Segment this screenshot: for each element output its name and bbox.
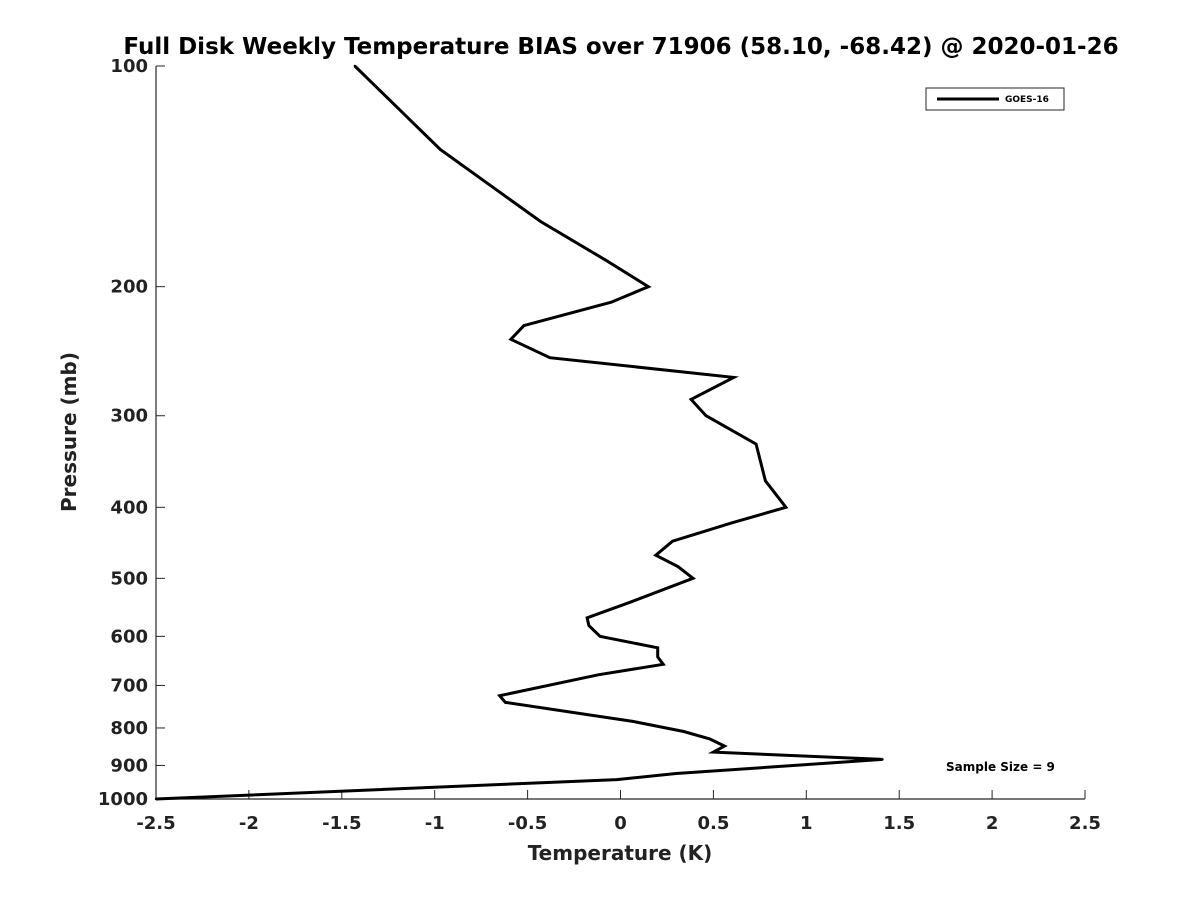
x-tick-label: -2	[239, 813, 259, 834]
y-axis-label: Pressure (mb)	[57, 352, 81, 512]
x-tick-label: 0.5	[697, 813, 729, 834]
data-point	[604, 258, 607, 262]
data-point	[691, 577, 695, 580]
data-point	[509, 338, 513, 341]
data-point	[548, 356, 552, 359]
y-tick-label: 1000	[98, 789, 148, 810]
x-tick-label: 0	[614, 813, 627, 834]
data-point	[881, 758, 884, 761]
data-point	[647, 285, 650, 288]
data-point	[784, 506, 788, 509]
y-tick-label: 900	[110, 755, 148, 776]
data-point	[654, 554, 657, 557]
data-point	[630, 600, 633, 603]
data-point	[439, 148, 442, 151]
data-point	[504, 701, 507, 704]
data-point	[598, 635, 602, 638]
x-tick-label: 2	[986, 813, 999, 834]
data-point	[712, 750, 715, 754]
y-ticks: 100 200 300 400 500 600 700 800 900 1000	[98, 56, 165, 810]
data-point	[676, 565, 680, 568]
data-point	[522, 324, 526, 327]
legend: GOES-16	[925, 87, 1065, 111]
data-point	[689, 398, 693, 401]
x-axis-label: Temperature (K)	[528, 841, 713, 865]
x-tick-label: 1.5	[883, 813, 915, 834]
data-point	[671, 540, 674, 543]
y-tick-label: 500	[110, 568, 148, 589]
series-layer	[154, 64, 884, 801]
data-point	[656, 655, 659, 659]
sample-size-annotation: Sample Size = 9	[946, 760, 1055, 774]
data-point	[615, 778, 618, 781]
x-tick-label: -1	[425, 813, 445, 834]
x-tick-label: 1	[800, 813, 813, 834]
data-point	[708, 737, 711, 741]
data-point	[682, 730, 685, 733]
data-point	[704, 414, 708, 417]
x-tick-label: -1.5	[322, 813, 361, 834]
x-tick-label: 2.5	[1069, 813, 1101, 834]
data-point	[154, 797, 158, 801]
chart-title: Full Disk Weekly Temperature BIAS over 7…	[123, 34, 1118, 60]
data-point	[353, 64, 356, 68]
y-tick-label: 700	[110, 675, 148, 696]
data-point	[730, 521, 734, 524]
data-point	[754, 442, 758, 446]
data-point	[662, 663, 665, 666]
y-tick-label: 200	[110, 277, 148, 298]
data-point	[585, 616, 589, 619]
y-tick-label: 400	[110, 497, 148, 518]
data-point	[632, 720, 635, 723]
data-point	[764, 479, 767, 482]
x-tick-label: -0.5	[508, 813, 547, 834]
data-point	[675, 772, 678, 775]
x-tick-label: -2.5	[136, 813, 175, 834]
data-point	[587, 624, 591, 627]
data-point	[498, 694, 501, 697]
y-tick-label: 800	[110, 718, 148, 739]
y-tick-label: 300	[110, 406, 148, 427]
y-tick-label: 100	[110, 56, 148, 77]
x-ticks: -2.5 -2 -1.5 -1 -0.5 0 0.5 1 1.5 2 2.5	[136, 790, 1101, 834]
legend-label-goes-16: GOES-16	[1005, 95, 1049, 105]
data-point	[732, 376, 735, 379]
data-point	[597, 673, 600, 676]
data-point	[656, 646, 659, 649]
data-point	[723, 744, 726, 748]
y-tick-label: 600	[110, 626, 148, 647]
data-point	[610, 301, 613, 304]
data-point	[539, 220, 542, 223]
